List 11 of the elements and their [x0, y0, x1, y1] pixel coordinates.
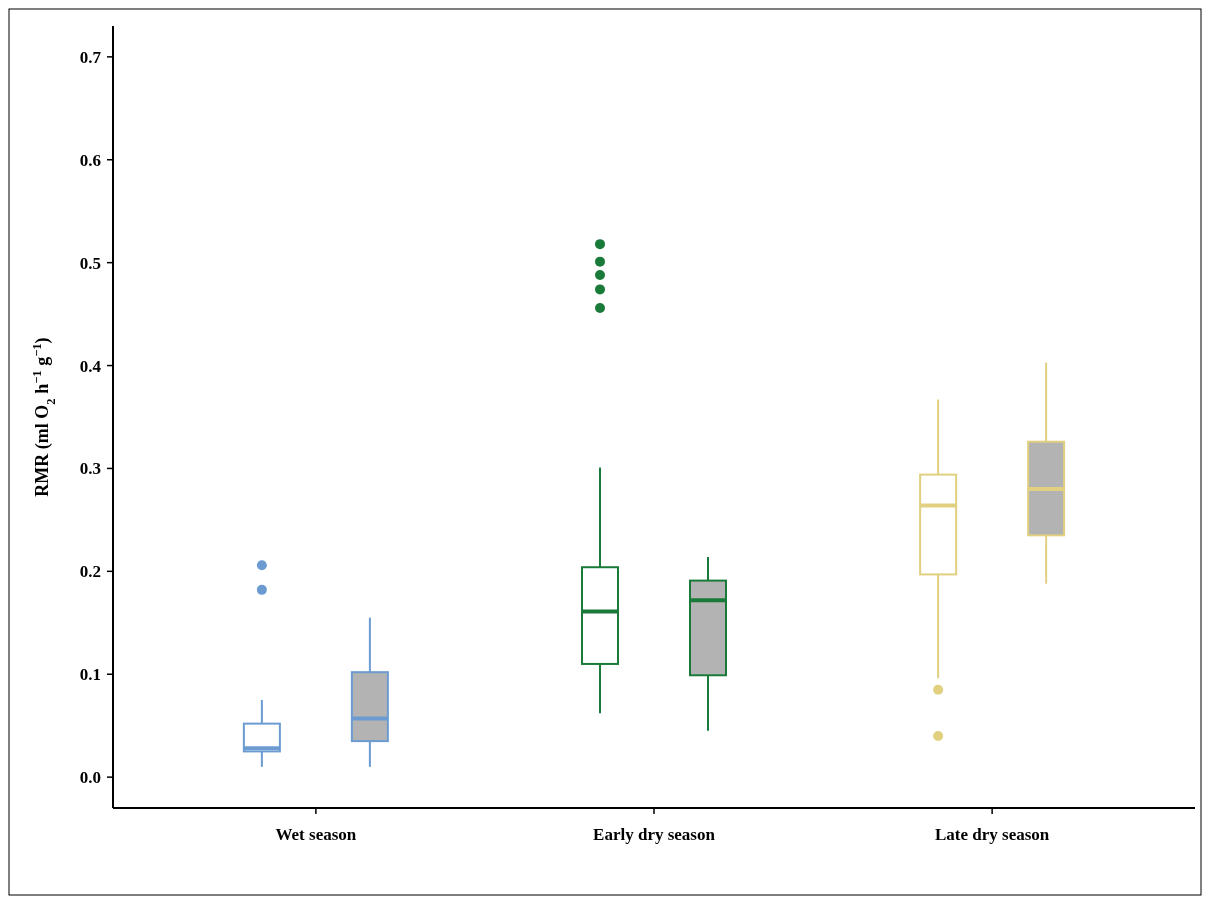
y-tick-label: 0.7: [79, 47, 102, 67]
y-tick-label: 0.2: [79, 562, 101, 582]
x-tick-label: Late dry season: [934, 825, 1050, 844]
y-tick-label: 0.0: [79, 768, 101, 788]
y-tick-label: 0.6: [79, 150, 101, 170]
x-tick-label: Early dry season: [593, 825, 716, 844]
x-tick-label: Wet season: [275, 825, 357, 844]
y-tick-label: 0.1: [79, 665, 101, 685]
y-tick-label: 0.5: [79, 253, 101, 273]
y-tick-label: 0.3: [79, 459, 101, 479]
y-tick-label: 0.4: [79, 356, 102, 376]
